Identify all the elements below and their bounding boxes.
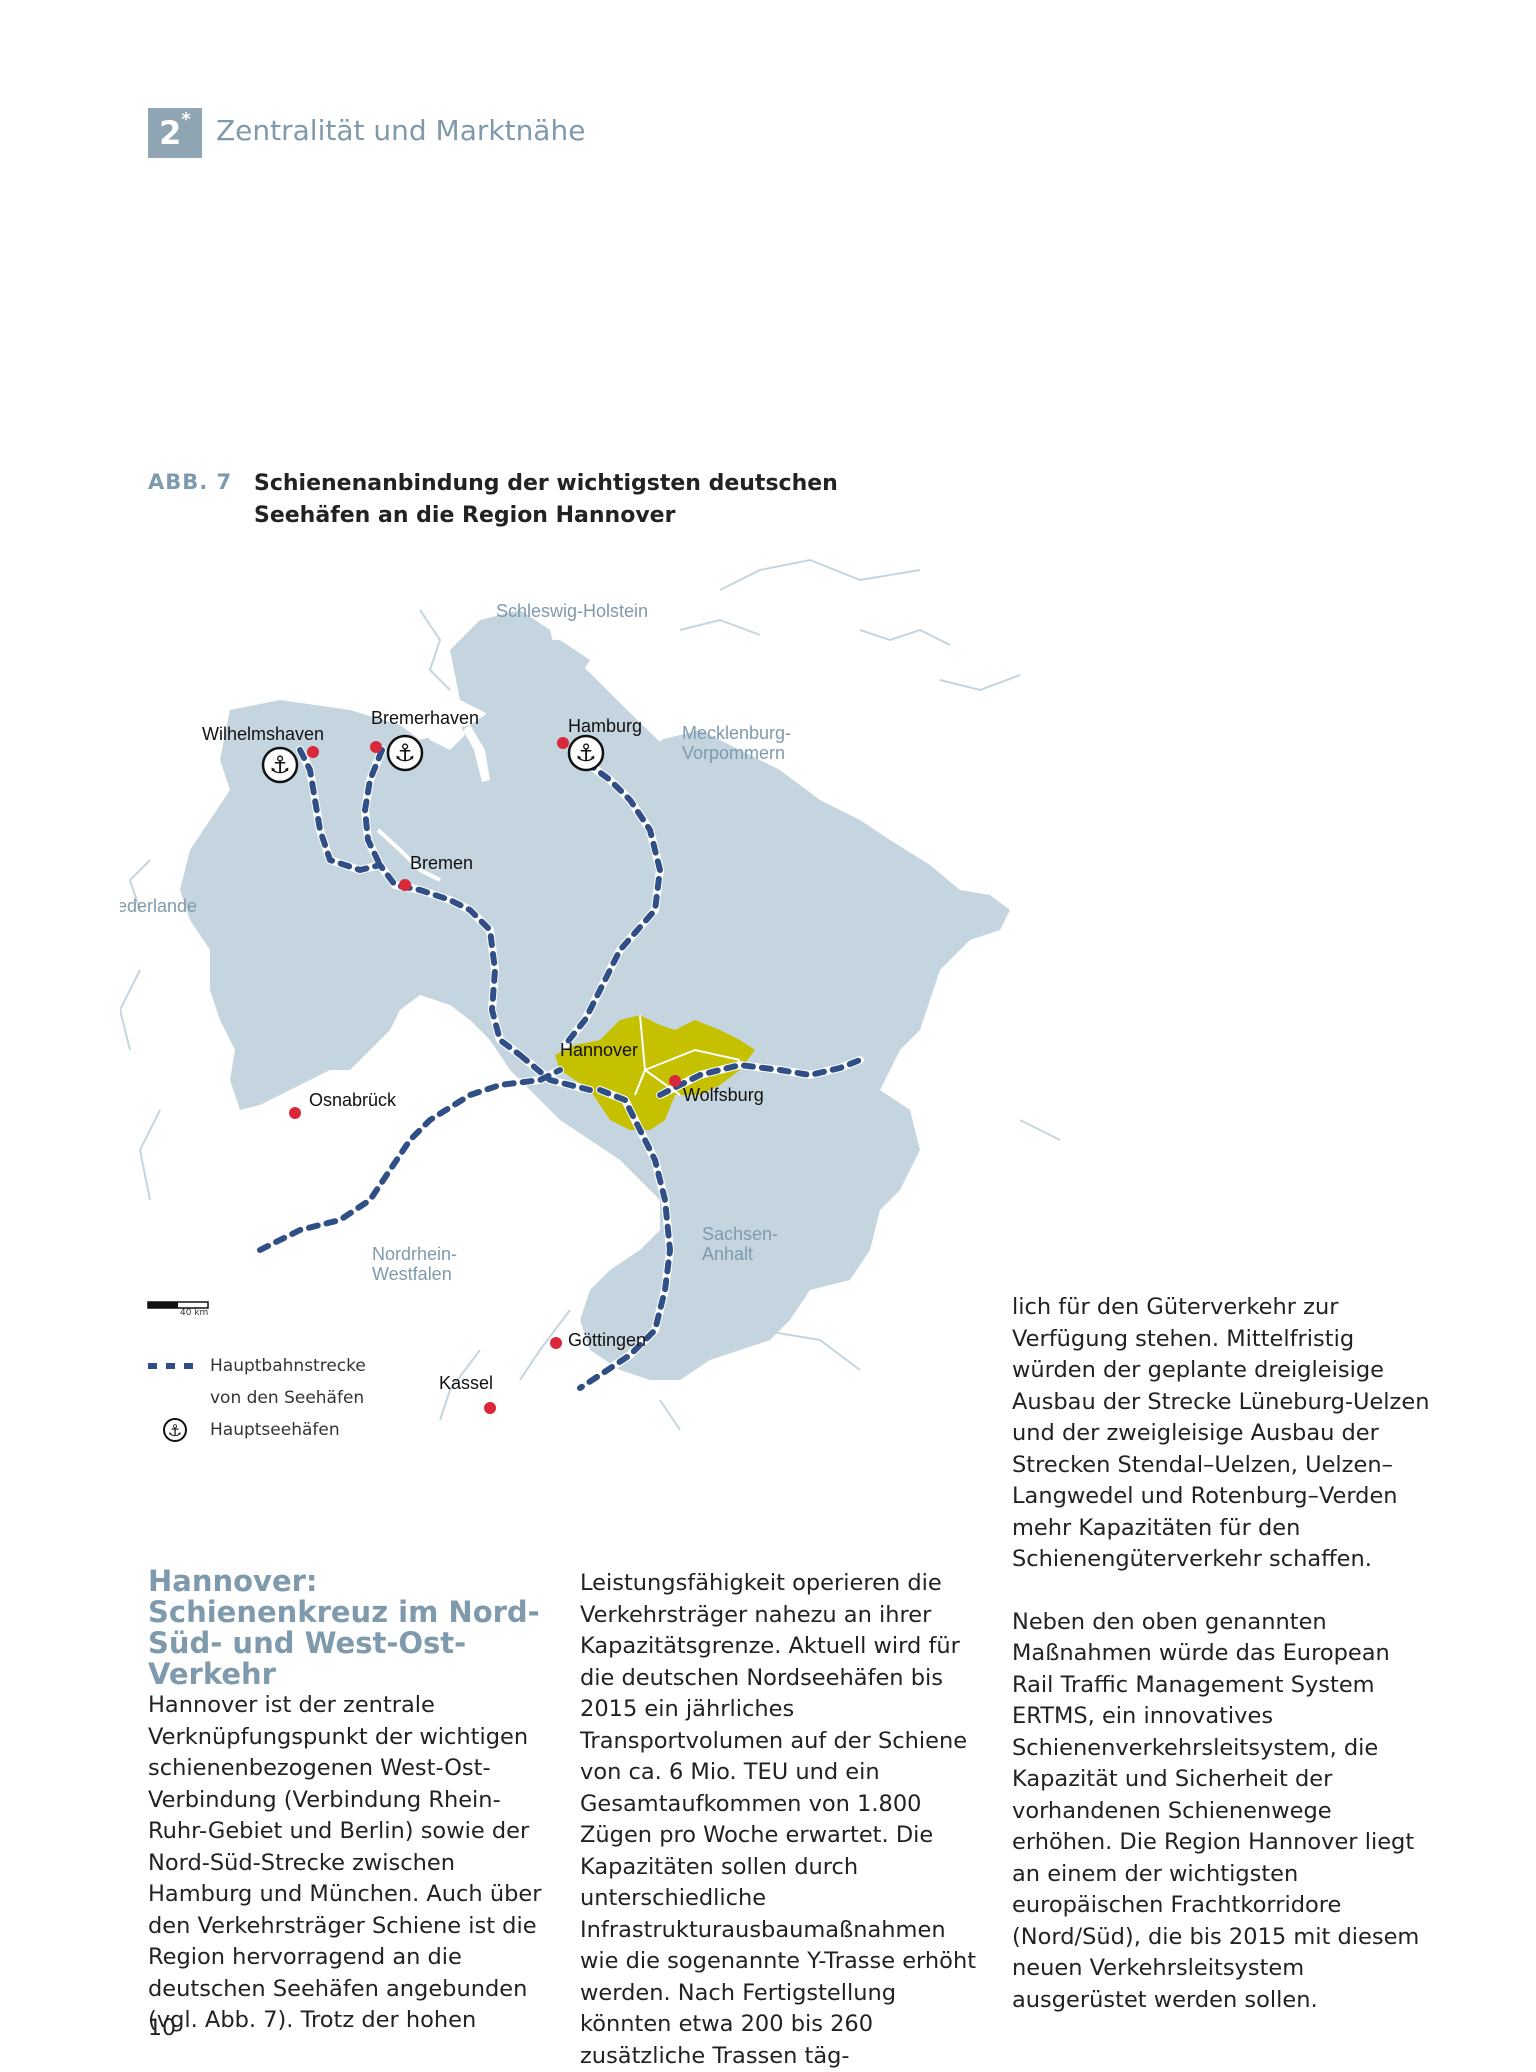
city-dot-kassel (484, 1402, 496, 1414)
weser-estuary (463, 725, 490, 782)
scale-bar (147, 1301, 209, 1309)
legend-row-port: ⚓ Hauptseehäfen (148, 1414, 366, 1446)
chapter-number: 2 (159, 114, 182, 152)
article-column-3: lich für den Güterverkehr zur Verfügung … (1012, 1292, 1432, 2016)
article-heading: Hannover: Schienenkreuz im Nord-Süd- und… (148, 1564, 540, 1691)
figure-title: Schienenanbindung der wichtigsten deutsc… (254, 471, 838, 528)
rail-map: ⚓ ⚓ ⚓ Schleswig-Holstein Mecklenburg- Vo… (120, 558, 1061, 1431)
city-label-goettingen: Göttingen (568, 1330, 646, 1350)
svg-text:⚓: ⚓ (394, 739, 416, 767)
rail-swatch-icon (148, 1362, 202, 1370)
article-col3-paragraph-1: lich für den Güterverkehr zur Verfügung … (1012, 1294, 1430, 1572)
anchor-icon: ⚓ (386, 734, 424, 772)
page-number: 10 (148, 2016, 176, 2041)
rail-line-swatch (148, 1361, 202, 1371)
article-column-1: Hannover: Schienenkreuz im Nord-Süd- und… (148, 1566, 548, 2037)
chapter-badge: 2* (148, 108, 202, 158)
anchor-icon: ⚓ (261, 746, 299, 784)
article-col1-text: Hannover ist der zentrale Verknüpfungspu… (148, 1692, 542, 2033)
anchor-icon: ⚓ (567, 734, 605, 772)
city-label-kassel: Kassel (439, 1373, 493, 1393)
city-dot-goettingen (550, 1337, 562, 1349)
svg-text:⚓: ⚓ (168, 1421, 182, 1440)
land-area (180, 640, 1010, 1380)
region-label-sa-2: Anhalt (702, 1244, 753, 1264)
city-dot-bremerhaven (370, 741, 382, 753)
city-dot-bremen (399, 879, 411, 891)
region-label-mv-1: Mecklenburg- (682, 723, 791, 743)
city-label-wilhelmshaven: Wilhelmshaven (202, 724, 324, 744)
city-dot-wolfsburg (669, 1075, 681, 1087)
anchor-legend-swatch: ⚓ (148, 1417, 202, 1443)
region-label-nrw-1: Nordrhein- (372, 1244, 457, 1264)
svg-text:⚓: ⚓ (269, 751, 291, 779)
anchor-icons: ⚓ ⚓ ⚓ (261, 734, 605, 784)
chapter-marker: * (181, 109, 191, 130)
city-label-bremen: Bremen (410, 853, 473, 873)
region-hannover (555, 1015, 755, 1130)
city-dot-wilhelmshaven (307, 746, 319, 758)
city-dot-hamburg (557, 737, 569, 749)
article-col3-paragraph-2: Neben den oben genannten Maßnahmen würde… (1012, 1608, 1420, 2013)
legend-row-rail-2: von den Seehäfen (148, 1382, 366, 1414)
region-label-schleswig-holstein: Schleswig-Holstein (496, 601, 648, 621)
city-label-hamburg: Hamburg (568, 716, 642, 736)
article-col2-text: Leistungsfähigkeit operieren die Verkehr… (580, 1570, 977, 2069)
svg-text:⚓: ⚓ (575, 739, 597, 767)
land-osnabrueck (290, 980, 390, 1070)
legend-rail-label-2: von den Seehäfen (210, 1388, 365, 1408)
city-dot-osnabrueck (289, 1107, 301, 1119)
land-elbe-weser (450, 610, 560, 720)
legend-row-rail: Hauptbahnstrecke (148, 1350, 366, 1382)
city-label-bremerhaven: Bremerhaven (371, 708, 479, 728)
legend-port-label: Hauptseehäfen (210, 1420, 340, 1440)
region-label-niederlande: Niederlande (120, 896, 197, 916)
jade-bay (420, 710, 465, 750)
elbe-estuary (585, 660, 665, 742)
scale-label: 40 km (180, 1308, 209, 1318)
chapter-title: Zentralität und Marktnähe (216, 114, 586, 147)
city-label-wolfsburg: Wolfsburg (683, 1085, 764, 1105)
map-legend: Hauptbahnstrecke von den Seehäfen ⚓ Haup… (148, 1350, 366, 1446)
legend-rail-label: Hauptbahnstrecke (210, 1356, 366, 1376)
region-label-nrw-2: Westfalen (372, 1264, 452, 1284)
city-label-osnabrueck: Osnabrück (309, 1090, 397, 1110)
anchor-icon: ⚓ (163, 1418, 187, 1442)
city-dots (289, 737, 681, 1414)
region-label-mv-2: Vorpommern (682, 743, 785, 763)
article-column-2: Leistungsfähigkeit operieren die Verkehr… (580, 1568, 980, 2072)
figure-label: ABB. 7 (148, 470, 233, 494)
city-label-hannover: Hannover (560, 1040, 638, 1060)
weser-river (376, 828, 441, 882)
region-label-sa-1: Sachsen- (702, 1224, 778, 1244)
